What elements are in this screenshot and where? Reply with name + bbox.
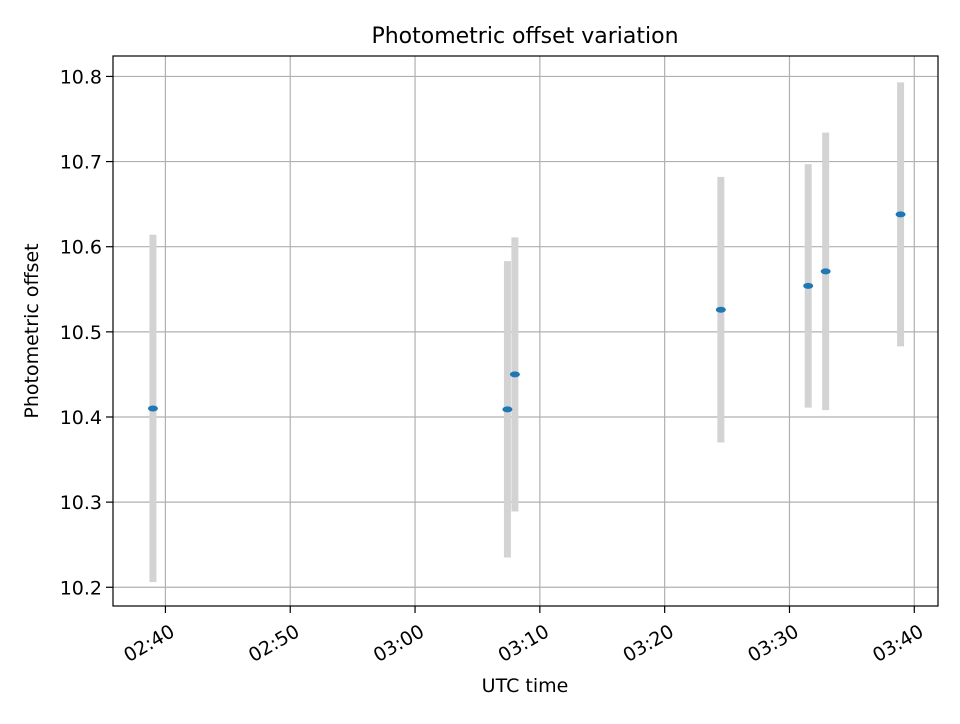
chart-title: Photometric offset variation <box>371 24 678 49</box>
y-tick-label: 10.5 <box>60 322 102 344</box>
data-point <box>803 282 814 289</box>
y-tick-label: 10.6 <box>60 237 102 259</box>
plot-frame <box>112 55 939 607</box>
y-tick-label: 10.3 <box>60 492 102 514</box>
data-point <box>715 306 726 313</box>
data-point <box>820 268 831 275</box>
y-tick-label: 10.8 <box>60 66 102 88</box>
y-tick-label: 10.2 <box>60 577 102 599</box>
data-point <box>502 406 513 413</box>
y-tick-label: 10.7 <box>60 152 102 174</box>
x-axis-label: UTC time <box>482 675 569 697</box>
y-axis-label: Photometric offset <box>21 243 43 418</box>
grid <box>113 56 938 606</box>
data-point <box>509 371 520 378</box>
y-tick-label: 10.4 <box>60 407 102 429</box>
data-point <box>147 405 158 412</box>
data-layer <box>147 82 906 583</box>
data-point <box>895 211 906 218</box>
